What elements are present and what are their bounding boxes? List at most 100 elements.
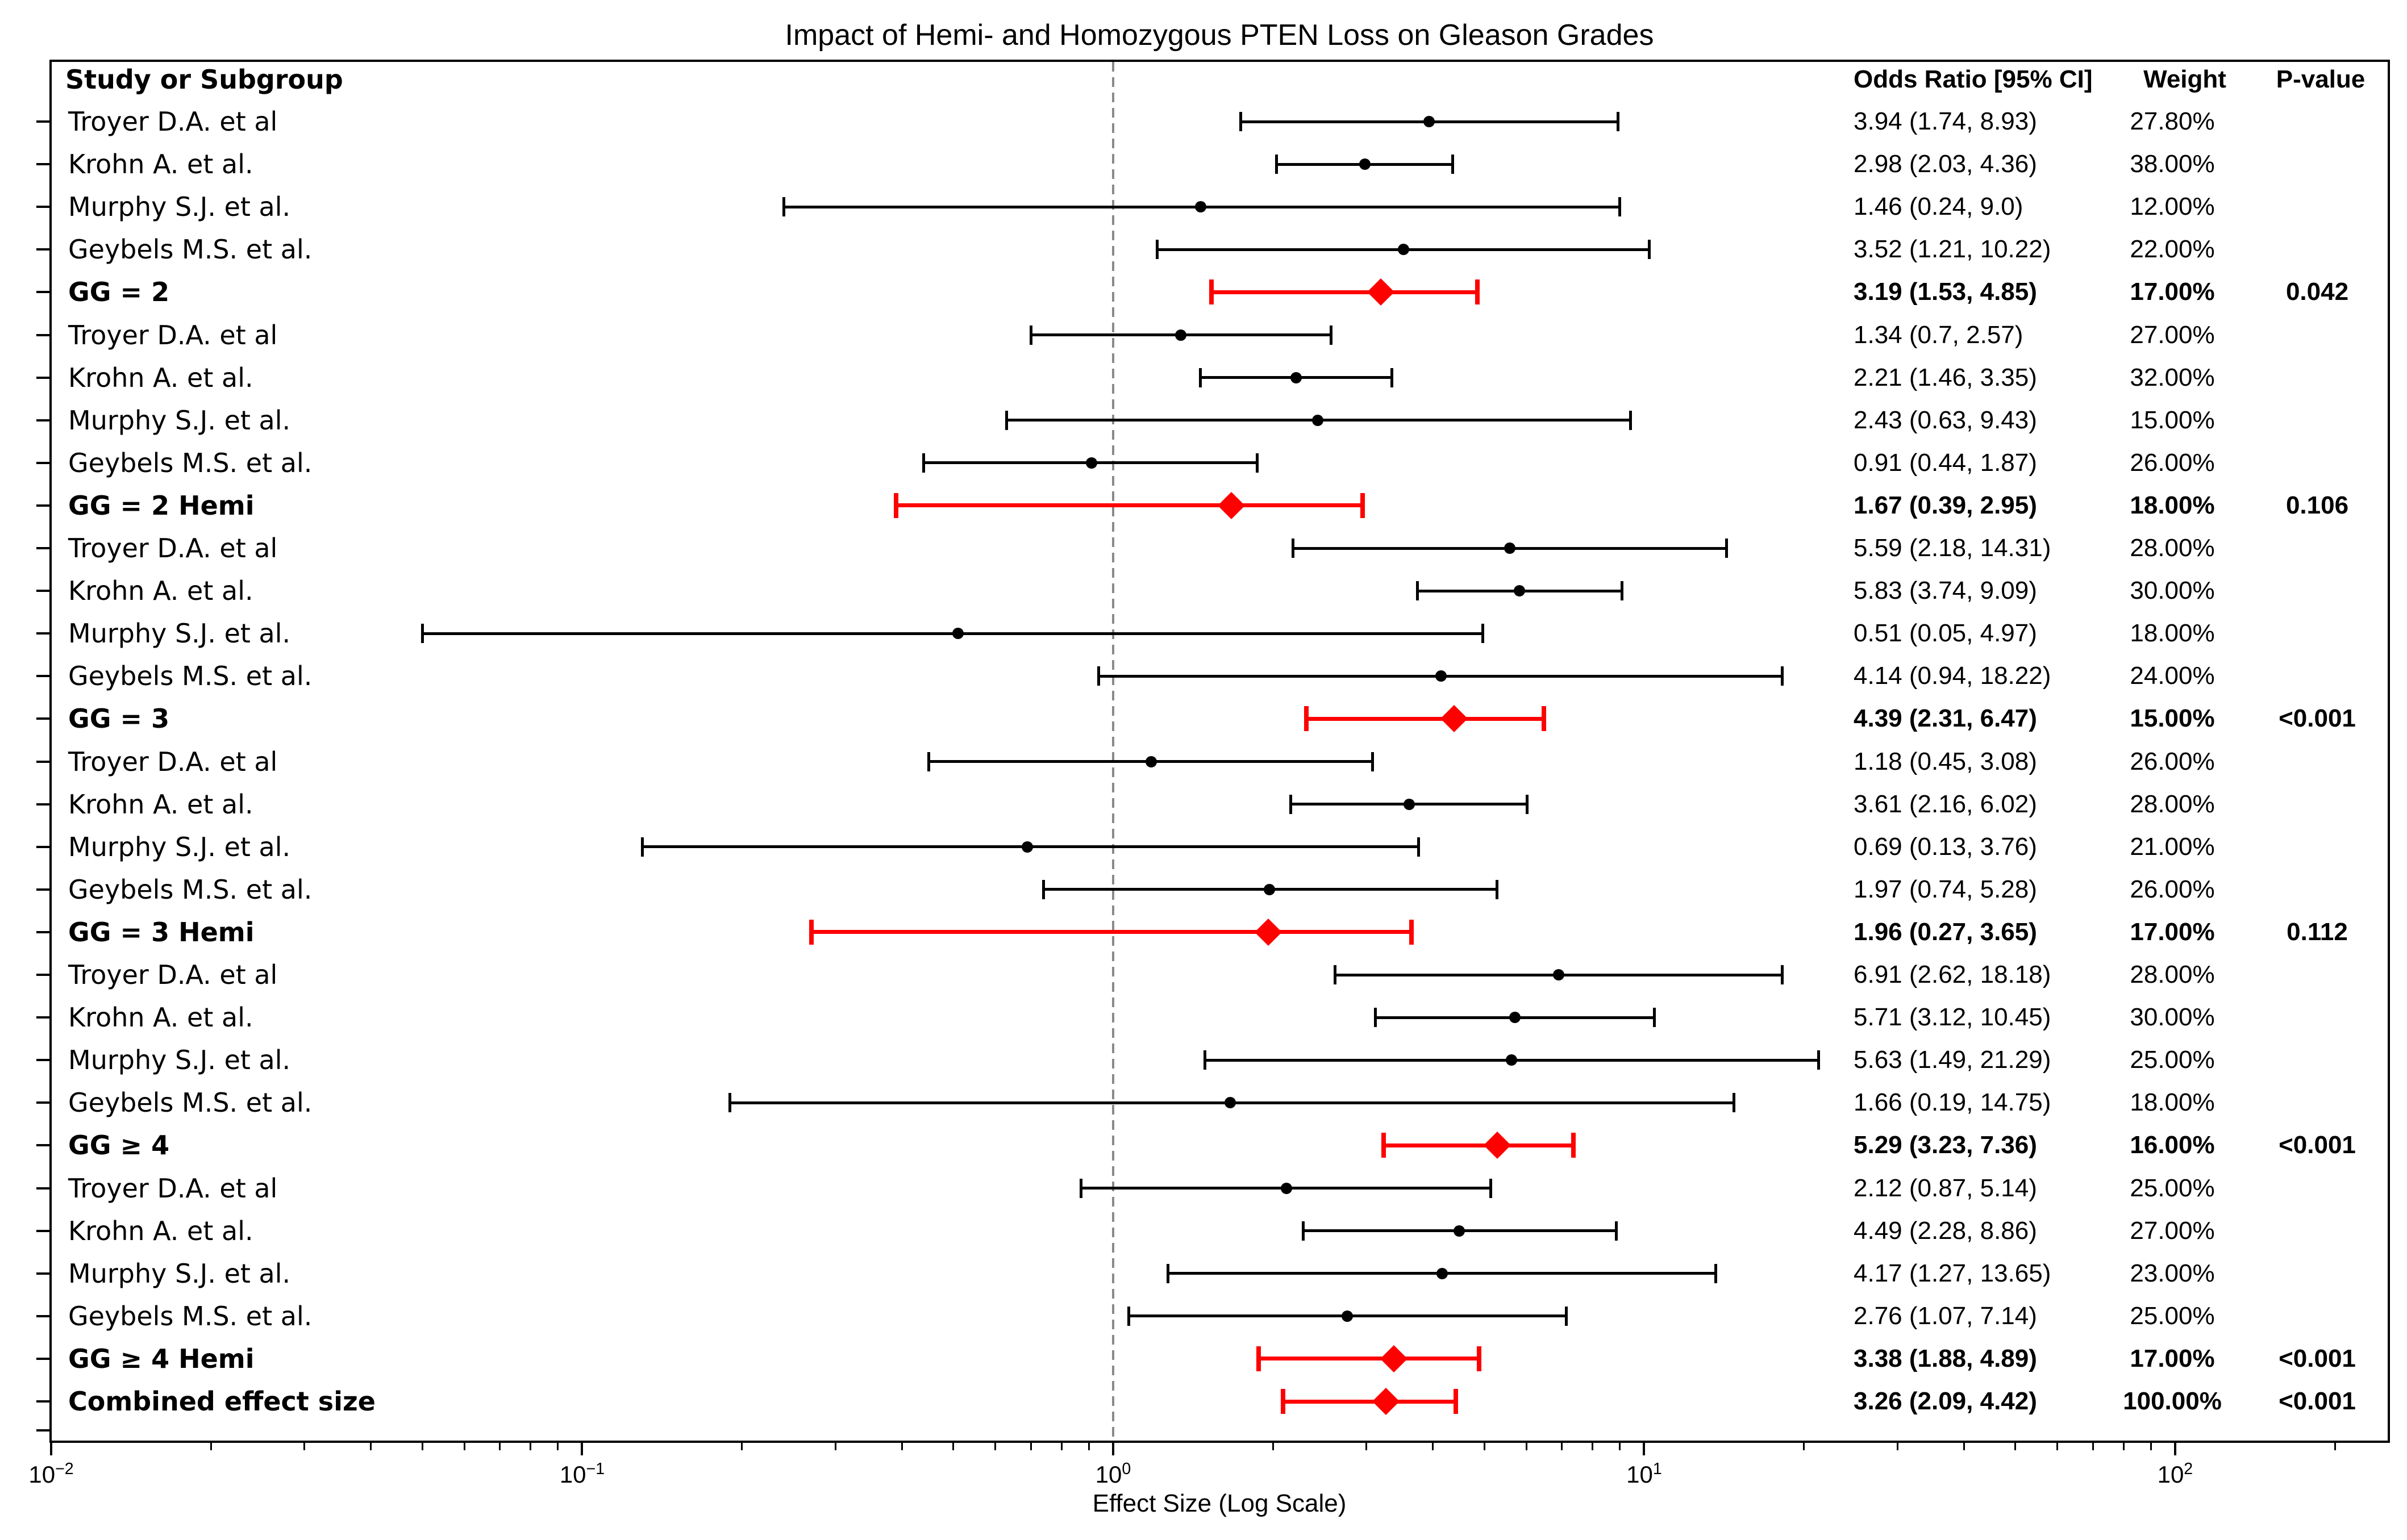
or-value: 5.59 (2.18, 14.31)	[1854, 534, 2051, 562]
y-tick	[36, 845, 50, 848]
row-label: Troyer D.A. et al	[68, 1172, 278, 1204]
y-tick	[36, 632, 50, 635]
ci-cap-low	[728, 1093, 732, 1113]
ci-cap-high	[1618, 197, 1622, 217]
row-label: GG = 3 Hemi	[68, 916, 255, 948]
or-value: 1.66 (0.19, 14.75)	[1854, 1088, 2051, 1117]
or-value: 0.51 (0.05, 4.97)	[1854, 619, 2037, 648]
pvalue-value: <0.001	[2279, 704, 2356, 733]
y-tick	[36, 461, 50, 464]
column-header-study: Study or Subgroup	[65, 64, 343, 95]
y-tick	[36, 717, 50, 720]
y-tick	[36, 675, 50, 678]
ci-cap-high	[1475, 279, 1480, 305]
effect-dot	[1436, 1267, 1448, 1279]
weight-value: 22.00%	[2130, 235, 2215, 264]
row-label: Krohn A. et al.	[68, 362, 253, 393]
x-tick-minor	[2014, 1443, 2017, 1450]
or-value: 3.94 (1.74, 8.93)	[1854, 107, 2037, 135]
or-value: 3.61 (2.16, 6.02)	[1854, 790, 2037, 818]
weight-value: 26.00%	[2130, 747, 2215, 775]
pvalue-value: 0.106	[2285, 491, 2349, 519]
column-header-pvalue: P-value	[2276, 65, 2366, 93]
ci-cap-high	[1417, 837, 1420, 857]
x-tick-minor	[2122, 1443, 2125, 1450]
or-value: 3.26 (2.09, 4.42)	[1854, 1387, 2037, 1415]
y-tick	[36, 333, 50, 336]
effect-dot	[1504, 542, 1516, 554]
ci-cap-high	[1541, 706, 1546, 732]
y-tick	[36, 1400, 50, 1403]
ci-cap-high	[1647, 240, 1651, 260]
row-label: Murphy S.J. et al.	[68, 618, 291, 649]
ci-cap-high	[1714, 1263, 1718, 1283]
effect-dot	[1403, 798, 1415, 810]
x-tick-minor	[499, 1443, 501, 1450]
ci-cap-high	[1489, 1178, 1492, 1198]
weight-value: 28.00%	[2130, 961, 2215, 988]
row-label: Troyer D.A. et al	[68, 106, 278, 137]
ci-line	[1259, 1357, 1480, 1361]
row-label: Murphy S.J. et al.	[68, 1045, 291, 1076]
or-value: 6.91 (2.62, 18.18)	[1854, 961, 2051, 988]
ci-cap-low	[1275, 155, 1278, 174]
or-value: 3.38 (1.88, 4.89)	[1854, 1344, 2037, 1372]
ci-cap-high	[1725, 539, 1729, 558]
weight-value: 27.00%	[2130, 320, 2215, 349]
weight-value: 24.00%	[2130, 662, 2215, 690]
weight-value: 27.80%	[2130, 107, 2215, 135]
x-tick-minor	[994, 1443, 997, 1450]
x-tick-minor	[1365, 1443, 1368, 1450]
effect-dot	[1146, 756, 1157, 767]
ci-cap-high	[1652, 1008, 1656, 1028]
ci-cap-low	[1127, 1306, 1130, 1326]
row-label: Murphy S.J. et al.	[68, 404, 291, 436]
y-tick	[36, 163, 50, 166]
ci-cap-high	[1817, 1050, 1820, 1070]
y-tick	[36, 1016, 50, 1019]
row-label: Geybels M.S. et al.	[68, 234, 313, 265]
ci-line	[1306, 716, 1544, 721]
x-tick-minor	[741, 1443, 743, 1450]
ci-cap-high	[1629, 410, 1633, 430]
x-tick-minor	[1525, 1443, 1527, 1450]
y-tick	[36, 1059, 50, 1062]
weight-value: 25.00%	[2130, 1046, 2215, 1074]
ci-cap-high	[1256, 453, 1259, 473]
ci-cap-high	[1780, 965, 1784, 984]
or-value: 1.46 (0.24, 9.0)	[1854, 193, 2023, 221]
ci-line	[1383, 1143, 1574, 1147]
ci-line	[1283, 1399, 1456, 1404]
row-label: Troyer D.A. et al	[68, 533, 278, 564]
weight-value: 18.00%	[2130, 1088, 2215, 1117]
y-tick	[36, 1272, 50, 1275]
y-tick	[36, 376, 50, 379]
effect-dot	[1224, 1097, 1236, 1109]
y-tick	[36, 291, 50, 294]
ci-line	[811, 930, 1412, 934]
ci-cap-high	[1621, 581, 1624, 601]
or-value: 0.91 (0.44, 1.87)	[1854, 448, 2037, 477]
effect-dot	[1514, 585, 1526, 597]
weight-value: 25.00%	[2130, 1174, 2215, 1202]
ci-cap-high	[1481, 624, 1485, 644]
or-value: 5.83 (3.74, 9.09)	[1854, 577, 2037, 605]
ci-cap-low	[1334, 965, 1337, 984]
effect-dot	[1290, 372, 1302, 383]
ci-cap-low	[1204, 1050, 1207, 1070]
x-tick-minor	[1088, 1443, 1090, 1450]
x-tick-minor	[2334, 1443, 2336, 1450]
x-tick-minor	[952, 1443, 955, 1450]
ci-cap-low	[1097, 666, 1101, 686]
x-tick-minor	[901, 1443, 903, 1450]
x-tick-minor	[463, 1443, 465, 1450]
column-header-odds-ratio: Odds Ratio [95% CI]	[1854, 65, 2093, 93]
weight-value: 12.00%	[2130, 193, 2215, 221]
effect-dot	[1280, 1182, 1292, 1194]
weight-value: 18.00%	[2130, 619, 2215, 648]
weight-value: 17.00%	[2130, 1344, 2215, 1372]
effect-dot	[1454, 1225, 1465, 1237]
ci-cap-high	[1409, 919, 1414, 945]
effect-dot	[1194, 201, 1206, 213]
weight-value: 32.00%	[2130, 363, 2215, 391]
